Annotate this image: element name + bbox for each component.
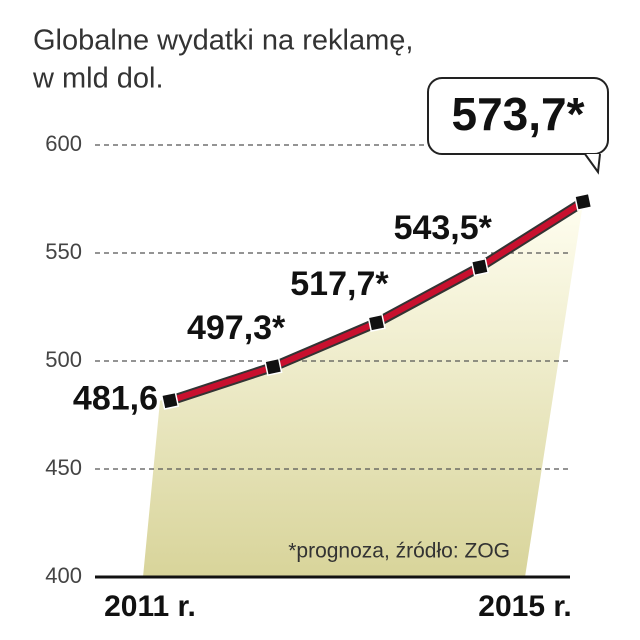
area — [143, 201, 584, 578]
chart-title: w mld dol. — [32, 63, 164, 95]
callout-box — [427, 77, 609, 155]
value-label: 481,6 — [73, 380, 158, 418]
callout-pointer — [584, 153, 601, 175]
y-tick-label: 500 — [45, 347, 82, 372]
value-label: 543,5* — [394, 209, 493, 247]
marker — [574, 192, 593, 211]
y-tick-label: 600 — [45, 131, 82, 156]
value-label: 573,7* — [451, 88, 584, 140]
y-tick-label: 450 — [45, 455, 82, 480]
chart-title: Globalne wydatki na reklamę, — [33, 25, 413, 57]
y-tick-label: 400 — [45, 563, 82, 588]
y-tick-label: 550 — [45, 239, 82, 264]
value-label: 517,7* — [290, 265, 389, 303]
marker — [160, 391, 180, 410]
value-label: 497,3* — [187, 309, 286, 347]
note: *prognoza, źródło: ZOG — [288, 540, 510, 563]
marker — [367, 313, 386, 332]
marker — [264, 357, 283, 377]
x-tick-label: 2015 r. — [478, 590, 571, 623]
x-tick-label: 2011 r. — [104, 590, 196, 623]
marker — [470, 257, 490, 277]
